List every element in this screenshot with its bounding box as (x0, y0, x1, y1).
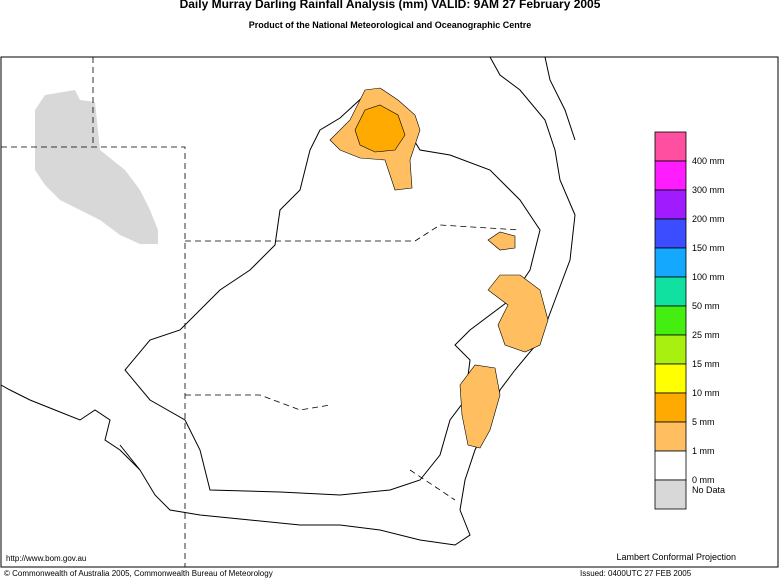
legend-swatch (654, 363, 687, 394)
legend-swatch (654, 421, 687, 452)
coastline-and-basin (0, 56, 576, 546)
legend-label: 150 mm (692, 243, 725, 253)
legend-label: 25 mm (692, 330, 720, 340)
legend-swatch (654, 479, 687, 510)
legend: 400 mm 300 mm 200 mm 150 mm 100 mm 50 mm 25 mm… (654, 131, 725, 510)
legend-label: 100 mm (692, 272, 725, 282)
legend-swatch (654, 189, 687, 220)
legend-swatch (654, 131, 687, 162)
legend-label: 10 mm (692, 388, 720, 398)
copyright: © Commonwealth of Australia 2005, Common… (4, 569, 273, 578)
state-borders (1, 57, 521, 567)
legend-label: 1 mm (692, 446, 715, 456)
legend-swatch (654, 392, 687, 423)
legend-swatch (654, 218, 687, 249)
legend-label: 50 mm (692, 301, 720, 311)
url: http://www.bom.gov.au (6, 554, 86, 563)
legend-label: 15 mm (692, 359, 720, 369)
legend-label: 400 mm (692, 156, 725, 166)
subtitle: Product of the National Meteorological a… (249, 20, 532, 30)
legend-swatch (654, 276, 687, 307)
rainfall-areas (329, 87, 549, 449)
legend-swatch (654, 160, 687, 191)
legend-swatch (654, 247, 687, 278)
title: Daily Murray Darling Rainfall Analysis (… (180, 0, 601, 11)
legend-label: 200 mm (692, 214, 725, 224)
legend-label: 300 mm (692, 185, 725, 195)
projection: Lambert Conformal Projection (616, 552, 736, 562)
map-frame (0, 56, 779, 568)
legend-label: 0 mm (692, 475, 715, 485)
legend-label: 5 mm (692, 417, 715, 427)
legend-swatch (654, 305, 687, 336)
legend-swatch (654, 450, 687, 481)
issued: Issued: 0400UTC 27 FEB 2005 (580, 569, 692, 578)
legend-swatch (654, 334, 687, 365)
no-data-area (35, 90, 158, 244)
legend-label: No Data (692, 485, 725, 495)
